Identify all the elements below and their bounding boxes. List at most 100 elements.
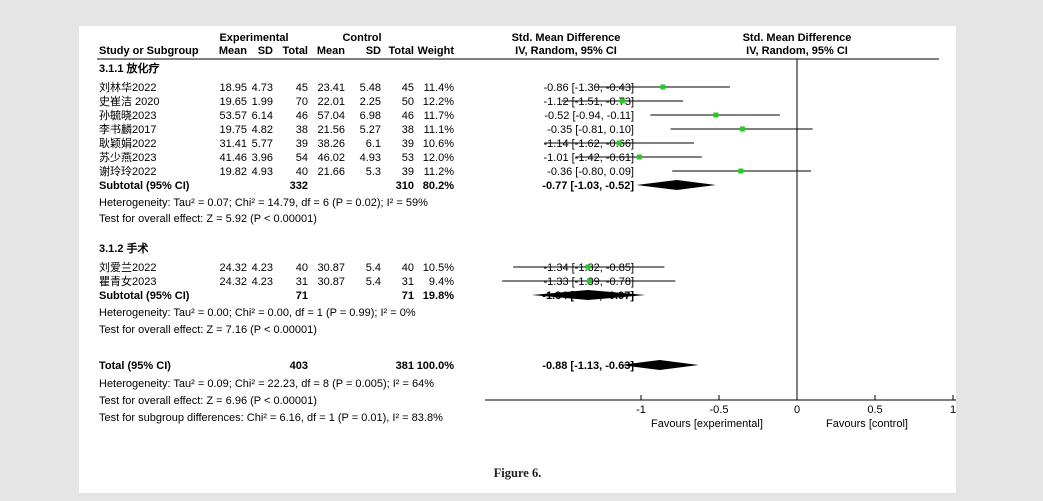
- exp-mean: 19.82: [219, 166, 247, 178]
- ctl-total: 31: [402, 276, 414, 288]
- exp-total: 70: [296, 96, 308, 108]
- study-name: 刘爱兰2022: [99, 261, 156, 274]
- study-name: 苏少燕2023: [99, 151, 156, 164]
- header-study: Study or Subgroup: [99, 45, 199, 57]
- subgroup-differences-text: Test for subgroup differences: Chi² = 6.…: [99, 412, 443, 424]
- overall-effect-text: Test for overall effect: Z = 5.92 (P < 0…: [99, 213, 317, 225]
- ctl-mean: 30.87: [317, 276, 345, 288]
- exp-mean: 53.57: [219, 110, 247, 122]
- study-name: 耿颖娟2022: [99, 136, 156, 150]
- exp-total: 45: [296, 82, 308, 94]
- study-name: 孙毓晓2023: [99, 108, 156, 122]
- subtotal-ctl-total: 71: [402, 290, 414, 302]
- ctl-sd: 5.27: [360, 124, 381, 136]
- exp-sd: 4.82: [252, 124, 273, 136]
- point-estimate: [636, 154, 642, 160]
- study-ci: -1.14 [-1.62, -0.66]: [544, 138, 635, 150]
- heterogeneity-text: Heterogeneity: Tau² = 0.00; Chi² = 0.00,…: [99, 307, 416, 319]
- study-name: 刘林华2022: [99, 80, 156, 94]
- header-ctl-total: Total: [389, 45, 414, 57]
- total-exp-total: 403: [290, 360, 308, 372]
- point-estimate: [739, 126, 745, 132]
- point-estimate: [660, 84, 666, 90]
- x-tick-label: 0: [794, 404, 800, 416]
- header-plot-method: IV, Random, 95% CI: [746, 45, 848, 57]
- exp-sd: 4.23: [252, 276, 273, 288]
- ctl-sd: 4.93: [360, 152, 381, 164]
- forest-plot: Experimental Control Std. Mean Differenc…: [97, 32, 1031, 430]
- header-experimental: Experimental: [219, 32, 288, 44]
- subtotal-ci: -0.77 [-1.03, -0.52]: [542, 180, 634, 192]
- ctl-sd: 2.25: [360, 96, 381, 108]
- exp-total: 54: [296, 152, 308, 164]
- x-tick-label: 0.5: [867, 404, 882, 416]
- study-weight: 11.2%: [424, 166, 455, 178]
- subtotal-ctl-total: 310: [396, 180, 414, 192]
- exp-sd: 5.77: [252, 138, 273, 150]
- ctl-total: 50: [402, 96, 414, 108]
- favours-control-label: Favours [control]: [826, 418, 908, 430]
- subgroup-title: 3.1.1 放化疗: [99, 61, 160, 75]
- favours-experimental-label: Favours [experimental]: [651, 418, 763, 430]
- ctl-mean: 46.02: [317, 152, 345, 164]
- plot-axis: -1 -0.5 0 0.5 1 Favours [experimental] Favours…: [485, 59, 1031, 430]
- header-plot-title: Std. Mean Difference: [743, 32, 852, 44]
- exp-sd: 3.96: [252, 152, 273, 164]
- plot-marks: [502, 84, 813, 370]
- exp-total: 46: [296, 110, 308, 122]
- header-exp-total: Total: [283, 45, 308, 57]
- subtotal-exp-total: 332: [290, 180, 308, 192]
- ctl-total: 53: [402, 152, 414, 164]
- header-control: Control: [342, 32, 381, 44]
- figure-caption: Figure 6.: [79, 453, 956, 493]
- subtotal-weight: 19.8%: [423, 290, 454, 302]
- study-ci: -0.36 [-0.80, 0.09]: [547, 166, 634, 178]
- study-weight: 11.4%: [424, 82, 455, 94]
- ctl-sd: 5.48: [360, 82, 381, 94]
- header-exp-sd: SD: [258, 45, 273, 57]
- header-weight: Weight: [418, 45, 455, 57]
- exp-mean: 19.65: [219, 96, 247, 108]
- ctl-sd: 5.4: [366, 262, 381, 274]
- study-ci: -1.01 [-1.42, -0.61]: [544, 152, 635, 164]
- x-tick-label: -1: [636, 404, 646, 416]
- exp-mean: 41.46: [219, 152, 247, 164]
- ctl-mean: 22.01: [317, 96, 345, 108]
- ctl-sd: 5.4: [366, 276, 381, 288]
- subtotal-exp-total: 71: [296, 290, 308, 302]
- point-estimate: [713, 112, 719, 118]
- study-weight: 10.5%: [423, 262, 454, 274]
- total-ctl-total: 381: [396, 360, 414, 372]
- exp-total: 40: [296, 166, 308, 178]
- ctl-mean: 21.56: [317, 124, 345, 136]
- ctl-total: 46: [402, 110, 414, 122]
- forest-plot-figure: Experimental Control Std. Mean Differenc…: [79, 26, 1031, 453]
- header-ctl-mean: Mean: [317, 45, 345, 57]
- ctl-mean: 23.41: [317, 82, 345, 94]
- exp-mean: 24.32: [219, 276, 247, 288]
- point-estimate: [619, 98, 625, 104]
- exp-total: 39: [296, 138, 308, 150]
- overall-effect-text: Test for overall effect: Z = 7.16 (P < 0…: [99, 324, 317, 336]
- study-name: 瞿青女2023: [99, 274, 156, 288]
- exp-total: 38: [296, 124, 308, 136]
- point-estimate: [738, 168, 744, 174]
- ctl-mean: 30.87: [317, 262, 345, 274]
- study-weight: 12.0%: [423, 152, 454, 164]
- point-estimate: [585, 264, 591, 270]
- ctl-total: 40: [402, 262, 414, 274]
- total-heterogeneity-text: Heterogeneity: Tau² = 0.09; Chi² = 22.23…: [99, 378, 434, 390]
- heterogeneity-text: Heterogeneity: Tau² = 0.07; Chi² = 14.79…: [99, 197, 428, 209]
- study-name: 谢玲玲2022: [99, 164, 156, 178]
- ctl-total: 45: [402, 82, 414, 94]
- study-weight: 10.6%: [423, 138, 454, 150]
- study-weight: 12.2%: [423, 96, 454, 108]
- ctl-mean: 21.66: [317, 166, 345, 178]
- total-label: Total (95% CI): [99, 360, 171, 372]
- exp-mean: 18.95: [219, 82, 247, 94]
- exp-mean: 19.75: [219, 124, 247, 136]
- point-estimate: [587, 278, 593, 284]
- ctl-total: 39: [402, 138, 414, 150]
- ctl-sd: 6.1: [366, 138, 381, 150]
